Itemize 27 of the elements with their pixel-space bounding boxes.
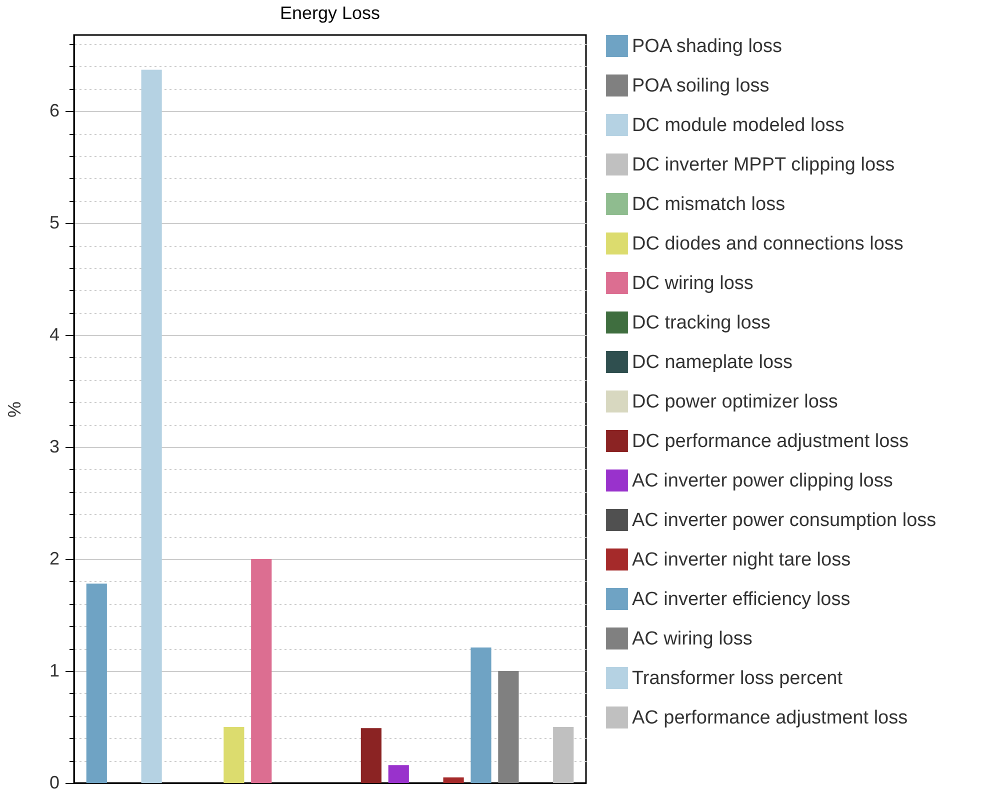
legend-label: Transformer loss percent — [632, 668, 844, 689]
legend-label: DC inverter MPPT clipping loss — [632, 154, 895, 176]
legend-label: DC wiring loss — [632, 273, 754, 294]
y-tick-label: 5 — [49, 212, 60, 233]
y-tick-label: 1 — [49, 660, 60, 681]
y-axis-title: % — [4, 401, 24, 418]
legend-label: AC inverter power consumption loss — [632, 510, 936, 531]
y-tick-label: 4 — [49, 324, 60, 345]
legend-label: AC performance adjustment loss — [632, 708, 908, 728]
legend-label: AC inverter power clipping loss — [632, 470, 893, 492]
y-tick-label: 2 — [49, 548, 60, 569]
y-tick-label: 0 — [49, 772, 60, 792]
y-tick-label: 3 — [49, 436, 60, 457]
legend-label: AC inverter efficiency loss — [632, 589, 850, 610]
legend-label: DC performance adjustment loss — [632, 431, 909, 452]
legend-label: DC power optimizer loss — [632, 392, 838, 412]
legend-label: DC diodes and connections loss — [632, 234, 904, 254]
legend-label: POA shading loss — [632, 36, 782, 57]
legend-label: DC module modeled loss — [632, 115, 844, 136]
legend-label: DC nameplate loss — [632, 352, 793, 373]
legend-label: AC wiring loss — [632, 628, 752, 650]
legend-label: AC inverter night tare loss — [632, 550, 851, 570]
y-tick-label: 6 — [49, 100, 60, 121]
legend-label: POA soiling loss — [632, 76, 770, 96]
legend-label: DC tracking loss — [632, 312, 770, 334]
chart-title: Energy Loss — [280, 3, 380, 23]
legend-label: DC mismatch loss — [632, 194, 786, 215]
